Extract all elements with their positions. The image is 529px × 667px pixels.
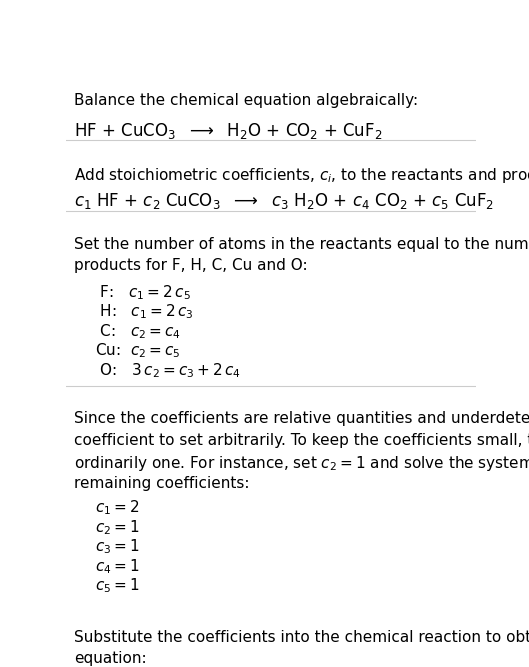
Text: Set the number of atoms in the reactants equal to the number of atoms in the: Set the number of atoms in the reactants…: [74, 237, 529, 251]
Text: $c_1$ HF + $c_2$ CuCO$_3$  $\longrightarrow$  $c_3$ H$_2$O + $c_4$ CO$_2$ + $c_5: $c_1$ HF + $c_2$ CuCO$_3$ $\longrightarr…: [74, 191, 495, 211]
Text: H:   $c_1 = 2\,c_3$: H: $c_1 = 2\,c_3$: [95, 302, 194, 321]
Text: Cu:  $c_2 = c_5$: Cu: $c_2 = c_5$: [95, 342, 180, 360]
Text: Balance the chemical equation algebraically:: Balance the chemical equation algebraica…: [74, 93, 418, 108]
Text: $c_4 = 1$: $c_4 = 1$: [95, 557, 140, 576]
Text: ordinarily one. For instance, set $c_2 = 1$ and solve the system of equations fo: ordinarily one. For instance, set $c_2 =…: [74, 454, 529, 474]
Text: coefficient to set arbitrarily. To keep the coefficients small, the arbitrary va: coefficient to set arbitrarily. To keep …: [74, 433, 529, 448]
Text: C:   $c_2 = c_4$: C: $c_2 = c_4$: [95, 322, 181, 341]
Text: remaining coefficients:: remaining coefficients:: [74, 476, 250, 491]
Text: Since the coefficients are relative quantities and underdetermined, choose a: Since the coefficients are relative quan…: [74, 412, 529, 426]
Text: Substitute the coefficients into the chemical reaction to obtain the balanced: Substitute the coefficients into the che…: [74, 630, 529, 644]
Text: $c_2 = 1$: $c_2 = 1$: [95, 518, 140, 537]
Text: equation:: equation:: [74, 651, 147, 666]
Text: O:   $3\,c_2 = c_3 + 2\,c_4$: O: $3\,c_2 = c_3 + 2\,c_4$: [95, 361, 241, 380]
Text: HF + CuCO$_3$  $\longrightarrow$  H$_2$O + CO$_2$ + CuF$_2$: HF + CuCO$_3$ $\longrightarrow$ H$_2$O +…: [74, 121, 383, 141]
Text: $c_3 = 1$: $c_3 = 1$: [95, 538, 140, 556]
Text: products for F, H, C, Cu and O:: products for F, H, C, Cu and O:: [74, 258, 308, 273]
Text: $c_5 = 1$: $c_5 = 1$: [95, 577, 140, 596]
Text: $c_1 = 2$: $c_1 = 2$: [95, 499, 139, 518]
Text: Add stoichiometric coefficients, $c_i$, to the reactants and products:: Add stoichiometric coefficients, $c_i$, …: [74, 166, 529, 185]
Text: F:   $c_1 = 2\,c_5$: F: $c_1 = 2\,c_5$: [95, 283, 191, 301]
